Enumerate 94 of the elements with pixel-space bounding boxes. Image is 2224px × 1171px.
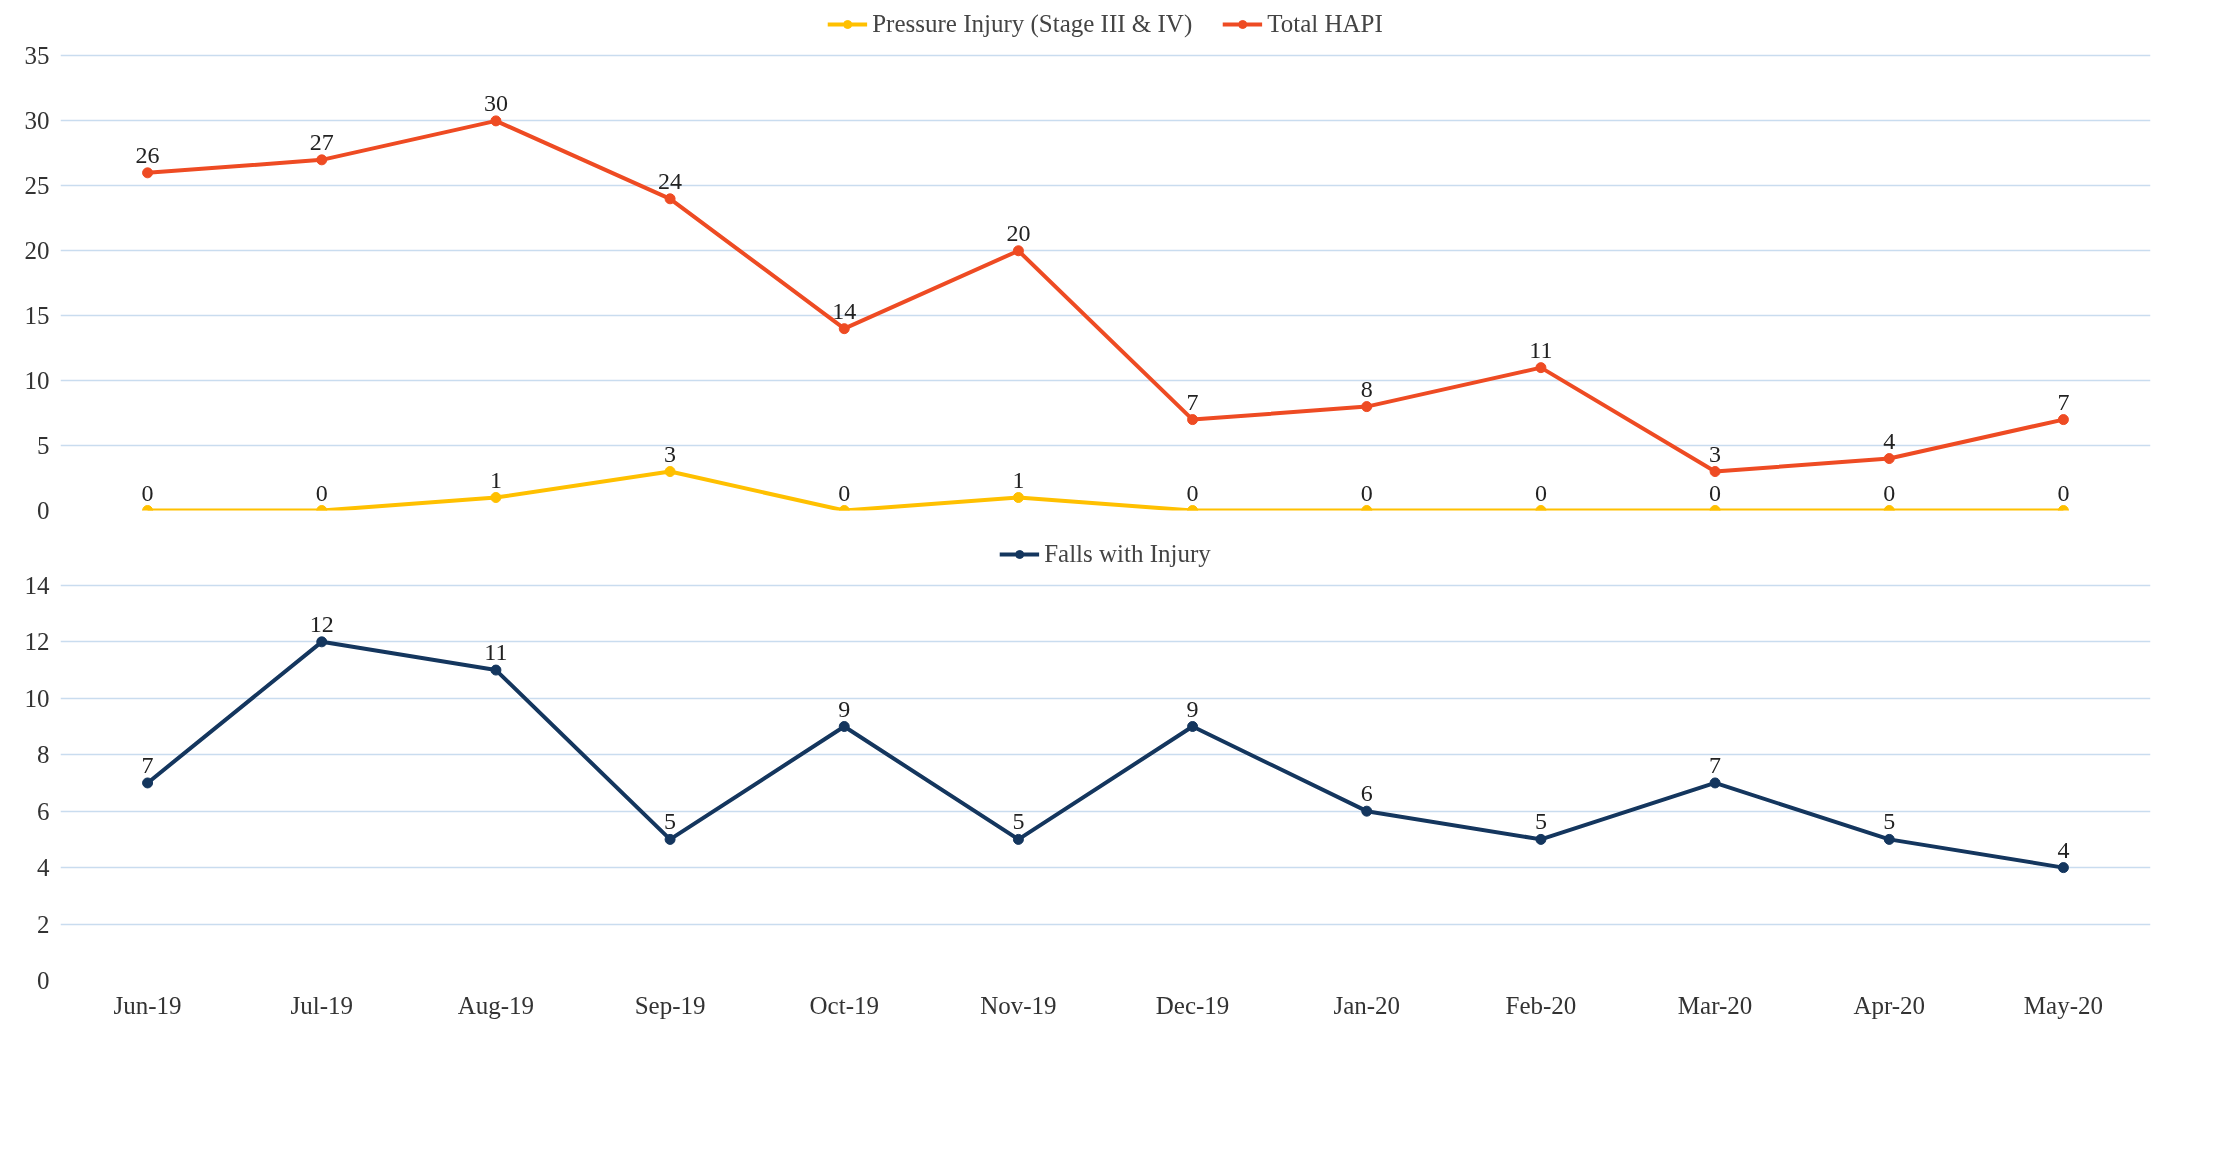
data-label: 0 [2057,479,2070,506]
y-tick-label: 6 [37,797,50,825]
point [664,193,676,205]
point [1883,453,1895,465]
data-label: 4 [1883,427,1896,454]
y-tick-label: 25 [24,172,50,200]
y-tick-label: 8 [37,741,50,769]
data-label: 0 [838,479,851,506]
data-label: 9 [1186,695,1199,722]
x-tick-label: Jun-19 [113,991,182,1019]
data-label: 14 [832,297,857,324]
x-tick-label: May-20 [2023,991,2103,1019]
point [1187,414,1199,426]
point [142,167,154,179]
y-tick-label: 14 [24,571,50,599]
legend-label: Falls with Injury [1044,540,1211,568]
point [1709,466,1721,478]
y-tick-label: 12 [24,628,50,656]
y-tick-label: 0 [37,967,50,994]
data-label: 11 [1529,336,1553,363]
y-tick-label: 10 [24,684,50,712]
point [1187,721,1199,732]
data-label: 7 [141,751,154,778]
data-label: 0 [1709,479,1722,506]
data-label: 5 [1534,808,1547,835]
x-tick-label: Apr-20 [1853,991,1926,1019]
y-tick-label: 35 [24,42,50,70]
data-label: 1 [1012,466,1025,493]
point [838,721,850,732]
point [316,636,328,648]
x-tick-label: Dec-19 [1155,991,1230,1019]
point [1012,492,1024,503]
data-label: 20 [1006,219,1031,246]
x-tick-label: Sep-19 [634,991,706,1019]
point [1535,362,1547,374]
x-tick-label: Mar-20 [1677,991,1753,1019]
data-label: 11 [484,639,508,666]
data-label: 0 [315,479,328,506]
x-tick-label: Feb-20 [1505,991,1577,1019]
data-label: 3 [664,440,677,467]
point [838,323,850,335]
data-label: 3 [1709,440,1722,467]
x-tick-label: Nov-19 [980,991,1057,1019]
y-tick-label: 30 [24,107,50,135]
y-tick-label: 5 [37,432,50,460]
point [316,154,328,166]
data-label: 5 [664,808,677,835]
data-label: 24 [658,167,683,194]
data-label: 0 [141,479,154,506]
point [1012,245,1024,257]
data-label: 6 [1360,780,1373,807]
point [2057,414,2069,426]
y-tick-label: 0 [37,497,50,524]
y-tick-label: 10 [24,367,50,395]
x-tick-label: Jul-19 [290,991,353,1019]
data-label: 0 [1534,479,1547,506]
data-label: 27 [309,128,334,155]
point [1883,833,1895,845]
y-tick-label: 20 [24,237,50,265]
x-tick-label: Jan-20 [1333,991,1401,1019]
y-tick-label: 2 [37,910,50,938]
y-tick-label: 15 [24,302,50,330]
point [664,466,676,478]
point [1361,401,1373,413]
x-tick-label: Aug-19 [457,991,535,1019]
data-label: 0 [1883,479,1896,506]
point [1361,805,1373,817]
point [142,777,154,789]
data-label: 7 [2057,388,2070,415]
data-label: 5 [1883,808,1896,835]
data-label: 7 [1186,388,1199,415]
data-label: 5 [1012,808,1025,835]
data-label: 26 [135,141,160,168]
legend-label: Pressure Injury (Stage III & IV) [872,10,1193,38]
point [490,664,502,676]
point [2057,862,2069,874]
point [1012,833,1024,845]
legend-label: Total HAPI [1267,10,1383,38]
point [1709,777,1721,789]
point [1535,833,1547,845]
point [490,492,502,503]
point [664,833,676,845]
data-label: 30 [483,89,508,116]
data-label: 8 [1360,375,1373,402]
data-label: 12 [309,610,334,637]
data-label: 7 [1709,751,1722,778]
x-tick-label: Oct-19 [809,991,879,1019]
data-label: 0 [1186,479,1199,506]
point [490,115,502,127]
y-tick-label: 4 [37,854,50,882]
data-label: 0 [1360,479,1373,506]
data-label: 1 [489,466,502,493]
data-label: 9 [838,695,851,722]
data-label: 4 [2057,836,2070,863]
